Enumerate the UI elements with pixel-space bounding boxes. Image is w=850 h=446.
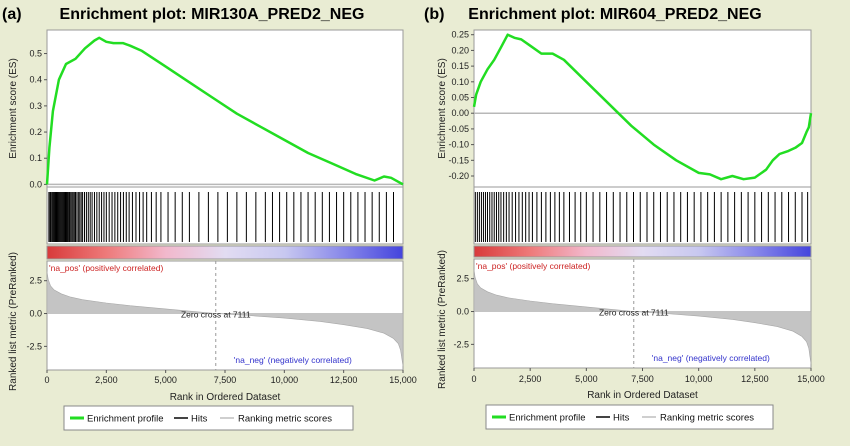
es-ytick-label: -0.15 <box>448 155 469 165</box>
panel-label: (b) <box>424 6 444 23</box>
es-ytick-label: 0.2 <box>29 127 42 137</box>
legend-label-metric: Ranking metric scores <box>660 413 754 424</box>
panel-label: (a) <box>2 6 22 23</box>
es-ytick-label: 0.1 <box>29 153 42 163</box>
es-ytick-label: 0.15 <box>451 61 469 71</box>
xtick-label: 5,000 <box>154 375 177 385</box>
xlabel: Rank in Ordered Dataset <box>587 390 698 401</box>
hits-group <box>48 192 395 242</box>
es-ytick-label: 0.25 <box>451 30 469 40</box>
es-plot-area <box>473 29 812 188</box>
metric-score-area <box>46 271 404 367</box>
es-ytick-label: 0.0 <box>29 179 42 189</box>
metric-ylabel: Ranked list metric (PreRanked) <box>437 250 448 389</box>
es-ytick-label: 0.10 <box>451 77 469 87</box>
xtick-label: 0 <box>44 375 49 385</box>
es-ytick-label: 0.20 <box>451 45 469 55</box>
legend-label-es: Enrichment profile <box>509 413 586 424</box>
es-ytick-label: -0.05 <box>448 124 469 134</box>
xlabel: Rank in Ordered Dataset <box>170 392 281 403</box>
xtick-label: 10,000 <box>685 374 713 384</box>
legend-label-es: Enrichment profile <box>87 414 164 425</box>
xtick-label: 15,000 <box>797 374 825 384</box>
es-ytick-label: -0.10 <box>448 140 469 150</box>
es-profile-line <box>45 36 404 186</box>
metric-ytick-label: -2.5 <box>453 339 469 349</box>
rank-color-bar <box>46 245 404 260</box>
hits-plot-area <box>473 186 812 245</box>
legend-label-hits: Hits <box>191 414 208 425</box>
panel-b: (b) Enrichment plot: MIR604_PRED2_NEG 0.25… <box>424 6 825 430</box>
metric-ytick-label: 2.5 <box>456 274 469 284</box>
es-profile-line <box>472 33 813 181</box>
metric-ytick-label: 0.0 <box>29 309 42 319</box>
xtick-label: 7,500 <box>214 375 237 385</box>
chart-title: Enrichment plot: MIR604_PRED2_NEG <box>468 6 761 23</box>
xtick-label: 12,500 <box>741 374 769 384</box>
xtick-label: 15,000 <box>389 375 417 385</box>
legend-box <box>63 405 354 431</box>
chart-title: Enrichment plot: MIR130A_PRED2_NEG <box>60 6 365 23</box>
hits-plot-area <box>46 186 404 245</box>
es-ylabel: Enrichment score (ES) <box>8 58 19 159</box>
es-ytick-label: 0.4 <box>29 75 42 85</box>
es-ytick-label: 0.05 <box>451 93 469 103</box>
metric-ytick-label: 2.5 <box>29 276 42 286</box>
neg-correlated-label: 'na_neg' (negatively correlated) <box>652 353 770 363</box>
zero-cross-label: Zero cross at 7111 <box>599 307 669 317</box>
es-plot-area <box>46 29 404 188</box>
es-ytick-label: 0.00 <box>451 108 469 118</box>
xtick-label: 10,000 <box>271 375 299 385</box>
xtick-label: 0 <box>471 374 476 384</box>
pos-correlated-label: 'na_pos' (positively correlated) <box>49 263 163 273</box>
es-ytick-label: 0.3 <box>29 101 42 111</box>
legend-label-hits: Hits <box>613 413 630 424</box>
es-ytick-label: 0.5 <box>29 49 42 59</box>
legend: Enrichment profile Hits Ranking metric sco… <box>485 404 774 430</box>
legend: Enrichment profile Hits Ranking metric sco… <box>63 405 354 431</box>
xtick-label: 2,500 <box>95 375 118 385</box>
xtick-label: 2,500 <box>519 374 542 384</box>
pos-correlated-label: 'na_pos' (positively correlated) <box>476 261 590 271</box>
es-ylabel: Enrichment score (ES) <box>437 58 448 159</box>
es-ytick-label: -0.20 <box>448 171 469 181</box>
neg-correlated-label: 'na_neg' (negatively correlated) <box>234 355 352 365</box>
zero-cross-label: Zero cross at 7111 <box>181 309 251 319</box>
hits-group <box>474 192 809 242</box>
metric-ytick-label: 0.0 <box>456 307 469 317</box>
xtick-label: 7,500 <box>631 374 654 384</box>
legend-box <box>485 404 774 430</box>
panel-a: (a) Enrichment plot: MIR130A_PRED2_NEG 0.0… <box>2 6 417 431</box>
xtick-label: 5,000 <box>575 374 598 384</box>
legend-label-metric: Ranking metric scores <box>238 414 332 425</box>
xtick-label: 12,500 <box>330 375 358 385</box>
metric-score-area <box>473 269 812 365</box>
metric-ylabel: Ranked list metric (PreRanked) <box>8 252 19 391</box>
metric-ytick-label: -2.5 <box>26 341 42 351</box>
rank-color-bar <box>473 245 812 258</box>
